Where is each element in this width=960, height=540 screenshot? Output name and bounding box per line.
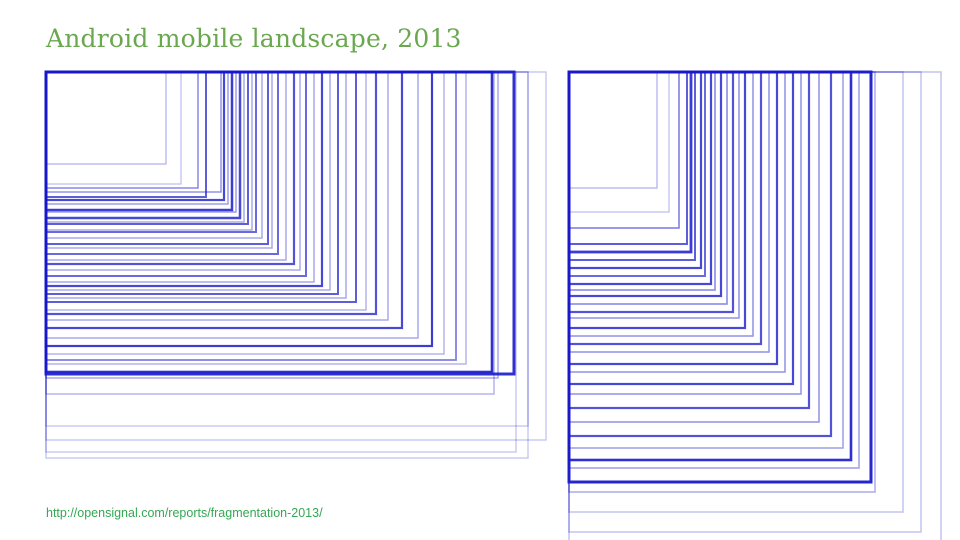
screen-outline [45, 71, 445, 355]
screen-outline [45, 71, 207, 198]
slide-title: Android mobile landscape, 2013 [46, 24, 462, 53]
screen-outline [45, 71, 357, 303]
screen-outline [45, 71, 331, 291]
screen-outline [45, 71, 495, 395]
screen-outline [568, 71, 706, 277]
screen-outline [45, 71, 279, 255]
screen-outline [568, 71, 740, 319]
screen-outline [45, 71, 167, 165]
screen-outline [45, 71, 237, 213]
screen-outline [45, 71, 182, 185]
screen-outline [45, 71, 222, 193]
screen-outline [44, 70, 378, 316]
screen-outline [567, 70, 723, 298]
screen-outline [45, 71, 457, 361]
screen-outline [568, 71, 802, 395]
screen-outline [45, 71, 529, 459]
screen-outline [568, 71, 716, 291]
screen-outline [45, 71, 517, 453]
screen-outline [568, 71, 922, 533]
screen-outline [568, 71, 876, 493]
screen-outline [568, 71, 670, 213]
screen-outline [567, 70, 703, 270]
screen-outline [568, 71, 680, 229]
source-link[interactable]: http://opensignal.com/reports/fragmentat… [46, 506, 323, 520]
screen-outline [45, 71, 263, 239]
screen-outline [45, 71, 199, 189]
screen-outline [568, 71, 696, 261]
screen-outline [568, 71, 904, 513]
screen-outline [568, 71, 658, 189]
screen-outline [45, 71, 249, 225]
screen-outline [45, 71, 529, 427]
screen-outline [45, 71, 315, 283]
screen-outline [567, 70, 693, 254]
screen-outline [44, 70, 234, 212]
screen-outline [45, 71, 547, 441]
screen-outline [44, 70, 516, 376]
screen-outline [567, 70, 811, 410]
left-device-panel [44, 70, 547, 459]
screen-outline [567, 70, 873, 484]
screen-outline [568, 71, 942, 540]
right-device-panel [567, 70, 942, 540]
